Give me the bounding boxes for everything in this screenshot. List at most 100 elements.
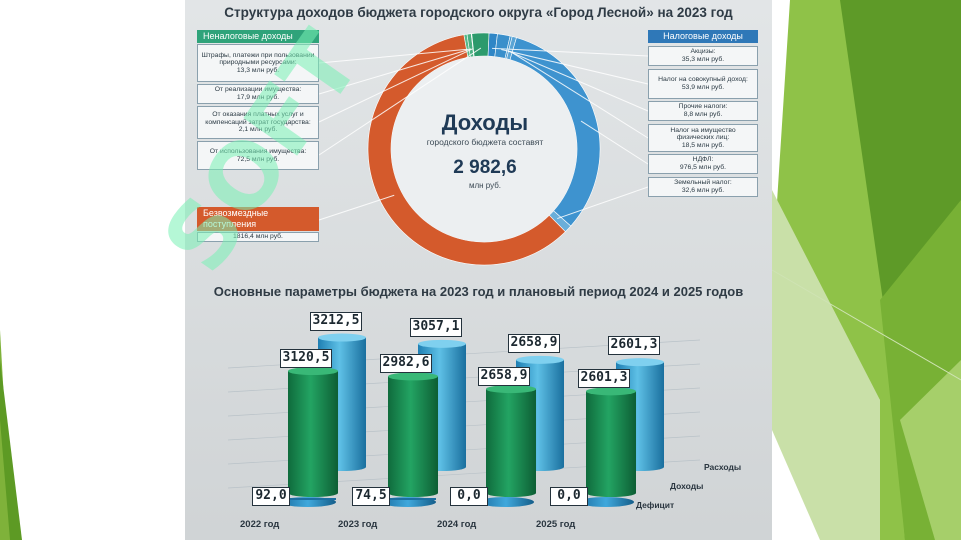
- slice-label-text: Налог на совокупный доход:: [658, 76, 748, 84]
- left-green-shape-2: [0, 360, 22, 540]
- donut-center-subtitle: городского бюджета составят: [426, 137, 544, 147]
- donut-hole: [391, 56, 577, 242]
- slice-label-fines: Штрафы, платежи при пользовании природны…: [197, 44, 319, 82]
- slice-label-text: НДФЛ:: [692, 156, 714, 164]
- donut-chart-title: Структура доходов бюджета городского окр…: [224, 5, 733, 20]
- right-green-shape-6: [900, 360, 961, 540]
- slice-label-excise: Акцизы: 35,3 млн руб.: [648, 46, 758, 66]
- slice-label-land-tax: Земельный налог: 32,6 млн руб.: [648, 177, 758, 197]
- slice-value-text: 2,1 млн руб.: [238, 126, 278, 134]
- slice-label-text: Прочие налоги:: [678, 103, 728, 111]
- bar-chart-title: Основные параметры бюджета на 2023 год и…: [213, 284, 744, 299]
- slice-label-property-sale: От реализации имущества: 17,9 млн руб.: [197, 84, 319, 104]
- bar-deficit: [478, 497, 534, 507]
- data-label-income: 3120,5: [280, 349, 332, 369]
- bar-income: [288, 371, 338, 493]
- leader-line: [507, 50, 649, 112]
- slice-value-text: 17,9 млн руб.: [236, 94, 280, 101]
- leader-line: [492, 47, 649, 57]
- bar-income-top: [486, 385, 536, 394]
- right-diagonal-line: [771, 269, 961, 381]
- slice-value-text: 32,6 млн руб.: [681, 187, 725, 194]
- slice-label-text: От использования имущества:: [209, 147, 307, 155]
- leader-line: [318, 47, 482, 156]
- group-header-tax: Налоговые доходы: [648, 30, 758, 43]
- data-label-income: 2982,6: [380, 354, 432, 374]
- donut-chart: [318, 32, 649, 266]
- data-label-deficit: 0,0: [450, 487, 488, 506]
- slice-value-text: 13,3 млн руб.: [236, 66, 280, 74]
- bar-deficit: [578, 497, 634, 507]
- leader-line: [501, 49, 649, 85]
- bar-income-base: [288, 489, 338, 497]
- bar-expenses-top: [318, 333, 366, 342]
- group-header-free: Безвозмездные поступления: [197, 207, 319, 231]
- slice-label-other-taxes: Прочие налоги: 8,8 млн руб.: [648, 101, 758, 121]
- data-label-deficit: 92,0: [252, 487, 290, 506]
- slice-label-free-receipts-value: 1816,4 млн руб.: [197, 232, 319, 242]
- donut-center-value: 2 982,6: [453, 157, 517, 178]
- slice-label-text: От реализации имущества:: [214, 86, 302, 94]
- slice-value-text: 72,5 млн руб.: [236, 155, 280, 163]
- category-label-2024: 2024 год: [437, 519, 477, 530]
- bar-income-base: [586, 489, 636, 497]
- slice-value-text: 53,9 млн руб.: [681, 84, 725, 91]
- data-label-income: 2601,3: [578, 369, 630, 389]
- leader-line: [557, 186, 649, 220]
- slice-label-text: Штрафы, платежи при пользовании природны…: [201, 51, 315, 67]
- slice-value-text: 1816,4 млн руб.: [233, 233, 283, 241]
- data-label-expenses: 3057,1: [410, 317, 462, 337]
- series-label-expenses: Расходы: [704, 462, 742, 472]
- leader-line: [318, 48, 472, 95]
- bar-expenses-top: [418, 339, 466, 348]
- data-label-deficit: 0,0: [550, 487, 588, 506]
- bar-income-base: [388, 489, 438, 497]
- series-label-deficit: Дефицит: [636, 500, 675, 510]
- bar-income-base: [486, 489, 536, 497]
- slice-label-paid-services: От оказания платных услуг и компенсаций …: [197, 106, 319, 139]
- category-label-2022: 2022 год: [240, 519, 280, 530]
- data-label-deficit: 74,5: [352, 487, 390, 506]
- bar-deficit-body: [280, 498, 336, 500]
- bar-expenses-top: [616, 358, 664, 367]
- leader-line: [580, 120, 649, 165]
- bar-income: [388, 376, 438, 493]
- bar-expenses-top: [516, 355, 564, 364]
- slice-label-ndfl: НДФЛ: 976,5 млн руб.: [648, 154, 758, 174]
- slice-value-text: 35,3 млн руб.: [681, 56, 725, 63]
- slice-value-text: 18,5 млн руб.: [681, 141, 725, 149]
- slice-label-aggregate-income-tax: Налог на совокупный доход: 53,9 млн руб.: [648, 69, 758, 99]
- slice-value-text: 976,5 млн руб.: [679, 164, 727, 171]
- group-header-nontax: Неналоговые доходы: [197, 30, 319, 43]
- slice-label-text: От оказания платных услуг и компенсаций …: [205, 111, 311, 126]
- bar-income: [486, 389, 536, 493]
- data-label-expenses: 3212,5: [310, 311, 362, 331]
- slice-value-text: 8,8 млн руб.: [683, 111, 723, 118]
- leader-line: [318, 194, 395, 221]
- series-label-income: Доходы: [670, 481, 704, 491]
- slice-label-text: Земельный налог:: [674, 179, 732, 187]
- leader-line: [318, 48, 468, 64]
- bar-deficit-body: [380, 498, 436, 500]
- right-green-shape-4: [772, 190, 880, 540]
- category-label-2025: 2025 год: [536, 519, 576, 530]
- donut-center-unit: млн руб.: [468, 181, 502, 190]
- bar-income-top: [388, 372, 438, 381]
- bar-income-top: [586, 387, 636, 396]
- leader-line: [510, 51, 649, 139]
- slice-label-text: Акцизы:: [690, 48, 716, 56]
- data-label-income: 2658,9: [478, 367, 530, 387]
- donut-center-title: Доходы: [441, 110, 529, 135]
- data-label-expenses: 2658,9: [508, 333, 560, 353]
- slice-label-personal-property-tax: Налог на имущество физических лиц: 18,5 …: [648, 124, 758, 152]
- bar-income-top: [288, 367, 338, 376]
- bar-income: [586, 391, 636, 493]
- slice-label-property-use: От использования имущества: 72,5 млн руб…: [197, 141, 319, 170]
- data-label-expenses: 2601,3: [608, 336, 660, 356]
- category-label-2023: 2023 год: [338, 519, 378, 530]
- slice-label-text: Налог на имущество физических лиц:: [670, 126, 736, 142]
- leader-line: [318, 48, 474, 123]
